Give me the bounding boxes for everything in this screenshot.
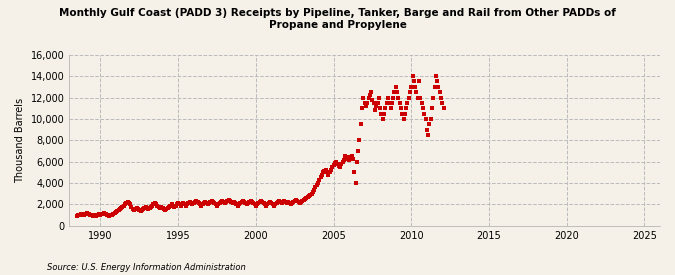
Y-axis label: Thousand Barrels: Thousand Barrels	[15, 98, 25, 183]
Text: Source: U.S. Energy Information Administration: Source: U.S. Energy Information Administ…	[47, 263, 246, 272]
Text: Monthly Gulf Coast (PADD 3) Receipts by Pipeline, Tanker, Barge and Rail from Ot: Monthly Gulf Coast (PADD 3) Receipts by …	[59, 8, 616, 30]
